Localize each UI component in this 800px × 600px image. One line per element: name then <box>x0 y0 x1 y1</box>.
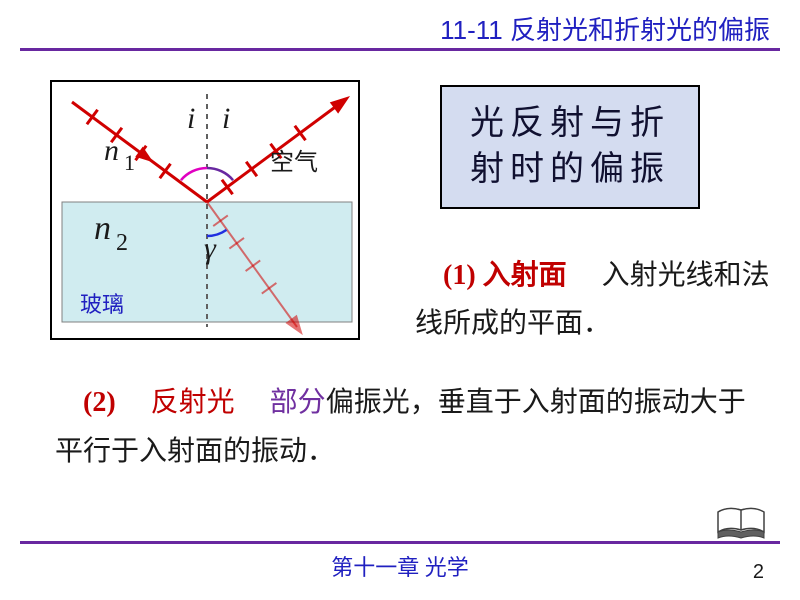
point-1: (1) 入射面 入射光线和法线所成的平面． <box>415 252 785 347</box>
title-line2: 射时的偏振 <box>452 147 688 193</box>
point1-term: 入射面 <box>483 260 567 291</box>
page-number: 2 <box>753 561 764 584</box>
label-gamma: γ <box>204 232 216 266</box>
point2-term1: 反射光 <box>123 387 235 418</box>
header-divider <box>20 48 780 51</box>
footer-chapter: 第十一章 光学 <box>0 550 800 582</box>
label-n2-sub: 2 <box>116 230 128 257</box>
title-line1: 光反射与折 <box>452 101 688 147</box>
label-n1-sub: 1 <box>124 150 135 176</box>
label-glass: 玻璃 <box>80 287 124 319</box>
angle-arc-i-left <box>181 168 207 180</box>
angle-arc-i-right <box>207 168 233 180</box>
point1-num: (1) <box>443 260 476 291</box>
point2-num: (2) <box>83 387 116 418</box>
reflection-diagram: i i γ n 1 n 2 空气 玻璃 <box>50 80 360 340</box>
slide-header: 11-11 反射光和折射光的偏振 <box>440 10 770 47</box>
point-2: (2) 反射光 部分偏振光，垂直于入射面的振动大于平行于入射面的振动． <box>55 378 755 476</box>
label-n1: n <box>104 134 119 168</box>
label-air: 空气 <box>270 142 318 177</box>
concept-title-box: 光反射与折 射时的偏振 <box>440 85 700 209</box>
book-icon <box>714 502 768 542</box>
label-n2: n <box>94 210 111 248</box>
footer-divider <box>20 541 780 544</box>
point2-term2: 部分 <box>242 387 326 418</box>
label-i-right: i <box>222 102 230 136</box>
label-i-left: i <box>187 102 195 136</box>
